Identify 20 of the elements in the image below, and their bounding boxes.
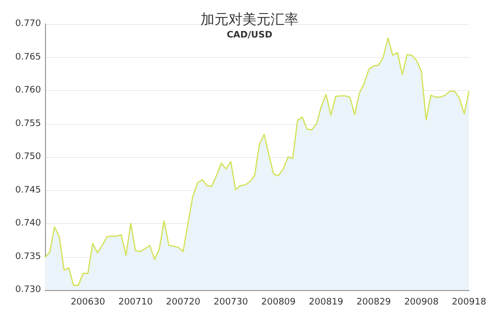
chart-title: 加元对美元汇率	[200, 12, 298, 28]
y-tick-label: 0.755	[15, 118, 41, 129]
x-tick-label: 200720	[166, 298, 201, 308]
y-tick-label: 0.760	[15, 86, 42, 96]
x-tick-label: 200819	[308, 298, 344, 308]
x-tick-label: 200630	[70, 298, 106, 308]
x-tick-label: 200809	[261, 298, 296, 308]
y-tick-label: 0.765	[15, 52, 41, 62]
y-tick-label: 0.770	[15, 19, 42, 29]
x-tick-label: 200918	[452, 298, 486, 308]
x-tick-label: 200730	[214, 298, 248, 308]
x-tick-label: 200829	[356, 298, 392, 308]
y-tick-label: 0.745	[15, 185, 41, 196]
y-tick-label: 0.740	[15, 218, 42, 228]
y-tick-label: 0.735	[15, 252, 41, 262]
x-tick-label: 200908	[404, 298, 439, 308]
y-tick-label: 0.730	[15, 285, 42, 295]
x-tick-label: 200710	[118, 298, 153, 308]
y-tick-label: 0.750	[15, 152, 42, 162]
text: CAD/USD	[226, 30, 272, 40]
